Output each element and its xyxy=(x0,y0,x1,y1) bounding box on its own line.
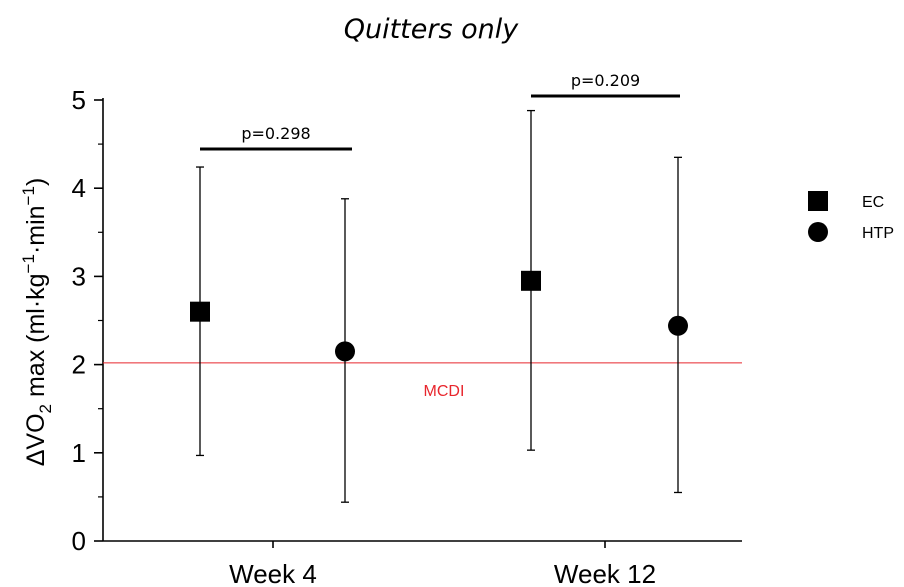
data-point-ec xyxy=(190,301,210,322)
y-tick-label: 2 xyxy=(72,350,86,380)
p-value-label: p=0.298 xyxy=(241,124,310,143)
x-tick-label: Week 12 xyxy=(554,559,656,587)
y-axis-label: ΔVO2 max (ml·kg−1·min−1) xyxy=(19,178,55,467)
data-point-htp xyxy=(668,315,688,336)
legend: EC HTP xyxy=(808,191,894,242)
chart-title: Quitters only xyxy=(344,14,520,45)
y-tick-label: 5 xyxy=(72,85,86,115)
reference-line-group: MCDI xyxy=(103,362,742,400)
significance-annotations: p=0.298 p=0.209 xyxy=(200,71,680,151)
y-tick-label: 0 xyxy=(72,526,86,556)
data-marks xyxy=(190,109,688,503)
data-point-ec xyxy=(521,270,541,291)
legend-label-htp: HTP xyxy=(862,225,894,242)
y-tick-label: 3 xyxy=(72,261,86,291)
plot-axes: 0 1 2 3 4 5 Week 4 Week 12 xyxy=(72,85,742,587)
legend-label-ec: EC xyxy=(862,194,884,211)
legend-marker-ec xyxy=(808,191,828,211)
x-tick-label: Week 4 xyxy=(229,559,317,587)
data-point-htp xyxy=(335,341,355,362)
mcdi-label: MCDI xyxy=(424,383,465,400)
p-value-label: p=0.209 xyxy=(571,71,640,90)
y-tick-label: 1 xyxy=(72,438,86,468)
legend-marker-htp xyxy=(808,222,828,242)
y-tick-label: 4 xyxy=(72,173,86,203)
